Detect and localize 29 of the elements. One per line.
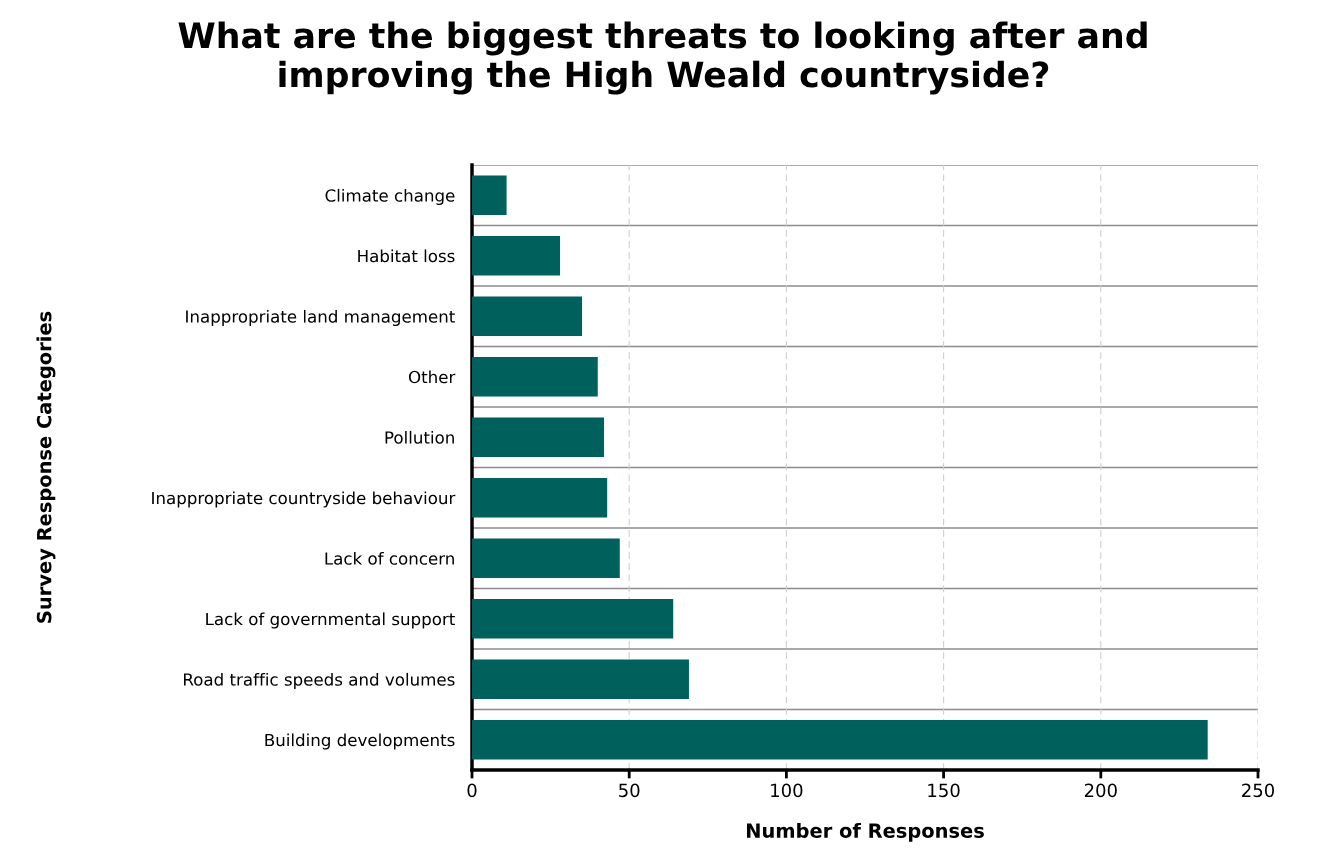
x-tick-label: 250: [1242, 783, 1275, 798]
y-axis-title: Survey Response Categories: [36, 311, 56, 623]
y-tick-label: Habitat loss: [358, 249, 455, 263]
y-tick-label: Road traffic speeds and volumes: [184, 672, 455, 690]
bar: [472, 538, 620, 578]
bar: [472, 236, 561, 276]
bar: [472, 478, 608, 518]
x-tick-label: 150: [928, 783, 960, 798]
bar: [472, 296, 583, 336]
bar: [472, 599, 674, 639]
bar: [472, 659, 689, 699]
x-tick-label: 50: [619, 783, 640, 798]
x-tick-label: 200: [1084, 783, 1117, 798]
bar: [472, 417, 605, 457]
y-tick-label: Other: [408, 370, 456, 384]
y-tick-label: Climate change: [325, 188, 455, 206]
y-tick-label: Lack of concern: [325, 551, 454, 565]
bar: [472, 720, 1208, 760]
y-tick-label: Building developments: [265, 733, 455, 750]
x-tick-label: 100: [771, 783, 803, 798]
x-tick-label: 0: [467, 783, 477, 798]
y-tick-label: Pollution: [385, 430, 454, 444]
y-tick-label: Lack of governmental support: [206, 612, 455, 629]
x-axis-title: Number of Responses: [746, 822, 984, 842]
y-tick-label: Inappropriate land management: [186, 309, 455, 327]
bar: [472, 175, 507, 215]
bar: [472, 357, 598, 397]
y-tick-label: Inappropriate countryside behaviour: [152, 491, 456, 508]
chart-title: What are the biggest threats to looking after and improving the High Weald countryside?: [178, 21, 1147, 95]
